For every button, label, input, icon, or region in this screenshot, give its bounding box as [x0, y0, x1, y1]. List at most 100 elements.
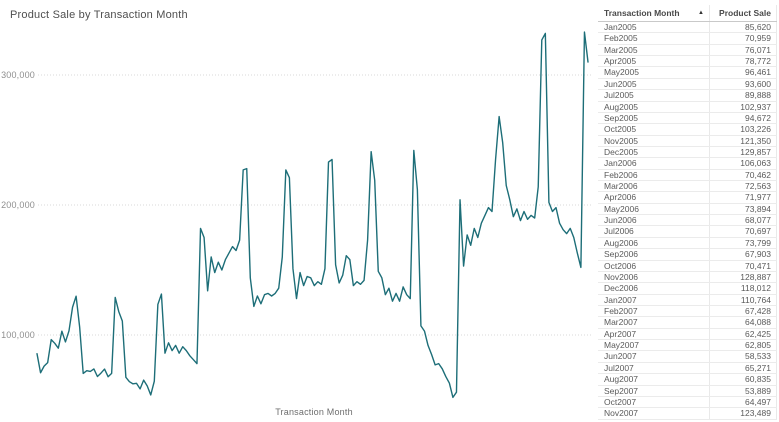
table-row[interactable]: Aug2007 60,835 — [598, 374, 777, 386]
cell-product-sale: 121,350 — [710, 135, 777, 146]
cell-product-sale: 62,805 — [710, 340, 777, 351]
cell-transaction-month: Oct2005 — [598, 124, 710, 135]
cell-transaction-month: Feb2007 — [598, 305, 710, 317]
cell-transaction-month: Jul2005 — [598, 90, 710, 101]
table-row[interactable]: Sep2006 67,903 — [598, 249, 777, 261]
table-row[interactable]: Jun2005 93,600 — [598, 78, 777, 91]
table-row[interactable]: Apr2007 62,425 — [598, 328, 777, 341]
table-row[interactable]: Nov2007 123,489 — [598, 408, 777, 420]
table-body: Jan2005 85,620 Feb2005 70,959 Mar2005 76,071 A… — [598, 22, 777, 420]
cell-product-sale: 64,497 — [710, 396, 777, 408]
cell-transaction-month: Aug2005 — [598, 101, 710, 112]
table-row[interactable]: Sep2007 53,889 — [598, 385, 777, 397]
x-axis-label: Transaction Month — [275, 407, 353, 417]
table-row[interactable]: Oct2006 70,471 — [598, 260, 777, 272]
table-row[interactable]: May2005 96,461 — [598, 67, 777, 79]
cell-product-sale: 118,012 — [710, 283, 777, 294]
cell-product-sale: 106,063 — [710, 158, 777, 169]
cell-product-sale: 73,894 — [710, 203, 777, 215]
cell-transaction-month: Nov2007 — [598, 408, 710, 419]
cell-product-sale: 64,088 — [710, 317, 777, 328]
cell-product-sale: 94,672 — [710, 112, 777, 124]
cell-transaction-month: May2007 — [598, 340, 710, 351]
table-row[interactable]: Jan2007 110,764 — [598, 294, 777, 306]
cell-transaction-month: Apr2007 — [598, 328, 710, 340]
cell-product-sale: 89,888 — [710, 90, 777, 101]
cell-transaction-month: Jan2007 — [598, 294, 710, 305]
table-row[interactable]: Feb2007 67,428 — [598, 305, 777, 318]
cell-product-sale: 68,077 — [710, 215, 777, 226]
cell-transaction-month: May2006 — [598, 203, 710, 215]
cell-transaction-month: Nov2005 — [598, 135, 710, 146]
table-row[interactable]: Apr2006 71,977 — [598, 192, 777, 204]
column-header-product-sale[interactable]: Product Sale — [710, 5, 777, 21]
cell-transaction-month: Sep2007 — [598, 385, 710, 396]
table-row[interactable]: Jul2006 70,697 — [598, 226, 777, 238]
cell-product-sale: 62,425 — [710, 328, 777, 340]
table-row[interactable]: Jun2007 58,533 — [598, 351, 777, 363]
sort-ascending-icon: ▲ — [698, 10, 704, 16]
cell-transaction-month: Feb2005 — [598, 33, 710, 44]
table-row[interactable]: Jan2006 106,063 — [598, 158, 777, 170]
cell-product-sale: 93,600 — [710, 78, 777, 90]
table-row[interactable]: Feb2005 70,959 — [598, 33, 777, 45]
table-row[interactable]: Apr2005 78,772 — [598, 56, 777, 68]
table-row[interactable]: Nov2005 121,350 — [598, 135, 777, 147]
cell-transaction-month: Mar2006 — [598, 181, 710, 192]
cell-transaction-month: Feb2006 — [598, 169, 710, 181]
table-row[interactable]: May2007 62,805 — [598, 340, 777, 352]
cell-product-sale: 58,533 — [710, 351, 777, 362]
data-table-panel: Transaction Month ▲ Product Sale Jan2005… — [598, 5, 777, 422]
y-tick-label: 300,000 — [1, 70, 35, 80]
table-row[interactable]: Nov2006 128,887 — [598, 271, 777, 284]
cell-product-sale: 78,772 — [710, 56, 777, 67]
table-row[interactable]: Oct2007 64,497 — [598, 396, 777, 409]
column-header-transaction-month[interactable]: Transaction Month ▲ — [598, 5, 710, 21]
sales-line-series[interactable] — [36, 31, 589, 399]
cell-transaction-month: Jun2006 — [598, 215, 710, 226]
table-row[interactable]: Dec2006 118,012 — [598, 283, 777, 295]
cell-transaction-month: Oct2007 — [598, 396, 710, 408]
table-row[interactable]: Aug2006 73,799 — [598, 237, 777, 250]
table-row[interactable]: Mar2005 76,071 — [598, 44, 777, 57]
cell-product-sale: 102,937 — [710, 101, 777, 112]
cell-transaction-month: Jun2007 — [598, 351, 710, 362]
cell-product-sale: 67,903 — [710, 249, 777, 260]
cell-product-sale: 73,799 — [710, 237, 777, 249]
table-row[interactable]: Jan2005 85,620 — [598, 22, 777, 34]
line-chart-panel: Product Sale by Transaction Month 100,00… — [0, 0, 595, 422]
cell-transaction-month: Dec2005 — [598, 146, 710, 158]
cell-product-sale: 128,887 — [710, 271, 777, 283]
cell-transaction-month: Jun2005 — [598, 78, 710, 90]
table-row[interactable]: Jun2006 68,077 — [598, 215, 777, 227]
cell-product-sale: 85,620 — [710, 22, 777, 33]
cell-product-sale: 70,462 — [710, 169, 777, 181]
table-header-row: Transaction Month ▲ Product Sale — [598, 5, 777, 22]
cell-transaction-month: Jul2006 — [598, 226, 710, 237]
cell-transaction-month: Nov2006 — [598, 271, 710, 283]
line-chart[interactable] — [0, 0, 595, 422]
table-row[interactable]: Jul2007 65,271 — [598, 362, 777, 375]
table-row[interactable]: Mar2007 64,088 — [598, 317, 777, 329]
cell-transaction-month: Mar2005 — [598, 44, 710, 56]
table-row[interactable]: Oct2005 103,226 — [598, 124, 777, 136]
cell-product-sale: 110,764 — [710, 294, 777, 305]
table-row[interactable]: Jul2005 89,888 — [598, 90, 777, 102]
cell-product-sale: 70,697 — [710, 226, 777, 237]
table-row[interactable]: May2006 73,894 — [598, 203, 777, 216]
table-row[interactable]: Sep2005 94,672 — [598, 112, 777, 125]
column-header-label: Transaction Month — [604, 8, 680, 18]
cell-transaction-month: Jan2005 — [598, 22, 710, 33]
cell-product-sale: 60,835 — [710, 374, 777, 385]
table-row[interactable]: Feb2006 70,462 — [598, 169, 777, 182]
cell-product-sale: 71,977 — [710, 192, 777, 203]
y-tick-label: 200,000 — [1, 200, 35, 210]
cell-transaction-month: Jul2007 — [598, 362, 710, 374]
cell-product-sale: 53,889 — [710, 385, 777, 396]
cell-product-sale: 103,226 — [710, 124, 777, 135]
table-row[interactable]: Dec2005 129,857 — [598, 146, 777, 159]
table-row[interactable]: Mar2006 72,563 — [598, 181, 777, 193]
table-row[interactable]: Aug2005 102,937 — [598, 101, 777, 113]
cell-product-sale: 123,489 — [710, 408, 777, 419]
